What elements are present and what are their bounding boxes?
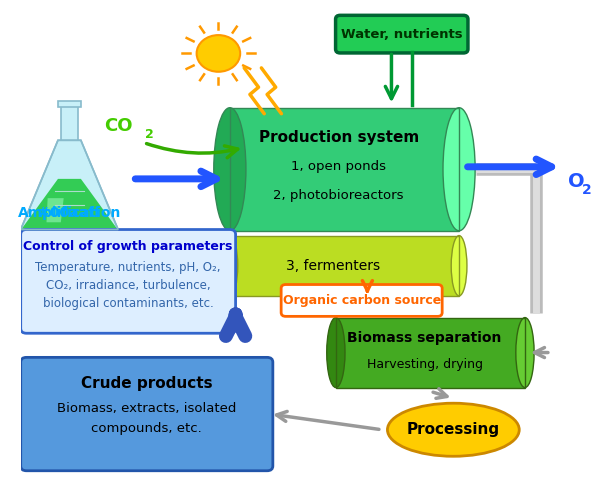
Text: Amplification: Amplification bbox=[18, 205, 121, 220]
Ellipse shape bbox=[443, 108, 475, 231]
Text: Processing: Processing bbox=[407, 422, 500, 437]
Text: Harvesting, drying: Harvesting, drying bbox=[367, 358, 483, 371]
Text: Control of growth parameters: Control of growth parameters bbox=[23, 240, 233, 253]
Text: Temperature, nutrients, pH, O₂,: Temperature, nutrients, pH, O₂, bbox=[35, 261, 221, 274]
Ellipse shape bbox=[451, 236, 467, 296]
FancyBboxPatch shape bbox=[281, 285, 442, 316]
FancyBboxPatch shape bbox=[21, 229, 236, 333]
Text: biological contaminants, etc.: biological contaminants, etc. bbox=[43, 297, 214, 310]
Text: 2: 2 bbox=[145, 128, 154, 141]
Ellipse shape bbox=[222, 236, 238, 296]
Bar bbox=[336, 318, 525, 387]
Text: #00aaff: #00aaff bbox=[38, 205, 100, 220]
FancyBboxPatch shape bbox=[21, 357, 273, 471]
Ellipse shape bbox=[516, 318, 534, 387]
Text: Biomass, extracts, isolated: Biomass, extracts, isolated bbox=[57, 402, 236, 414]
Bar bbox=[230, 236, 459, 296]
Ellipse shape bbox=[327, 318, 345, 387]
Text: O: O bbox=[568, 172, 584, 191]
Polygon shape bbox=[22, 179, 117, 228]
Polygon shape bbox=[47, 198, 64, 223]
FancyBboxPatch shape bbox=[336, 15, 468, 53]
Bar bbox=[336, 318, 525, 387]
Text: Production system: Production system bbox=[259, 130, 419, 145]
Circle shape bbox=[196, 35, 240, 72]
Text: Biomass separation: Biomass separation bbox=[347, 331, 502, 345]
Text: CO: CO bbox=[104, 117, 133, 135]
Text: compounds, etc.: compounds, etc. bbox=[91, 422, 202, 435]
Ellipse shape bbox=[387, 403, 519, 456]
Text: 2: 2 bbox=[582, 183, 592, 197]
Text: 3, fermenters: 3, fermenters bbox=[286, 259, 380, 273]
Polygon shape bbox=[61, 104, 78, 142]
Text: Crude products: Crude products bbox=[81, 376, 213, 391]
Bar bbox=[230, 108, 459, 231]
Ellipse shape bbox=[214, 108, 246, 231]
Text: Organic carbon source: Organic carbon source bbox=[282, 294, 441, 307]
Text: CO₂, irradiance, turbulence,: CO₂, irradiance, turbulence, bbox=[46, 279, 211, 292]
Text: 2, photobioreactors: 2, photobioreactors bbox=[273, 189, 404, 202]
Bar bbox=[58, 101, 81, 106]
Bar bbox=[230, 236, 459, 296]
Bar bbox=[230, 108, 459, 231]
Polygon shape bbox=[21, 140, 118, 229]
Text: Water, nutrients: Water, nutrients bbox=[341, 28, 463, 41]
Text: 1, open ponds: 1, open ponds bbox=[291, 161, 386, 173]
